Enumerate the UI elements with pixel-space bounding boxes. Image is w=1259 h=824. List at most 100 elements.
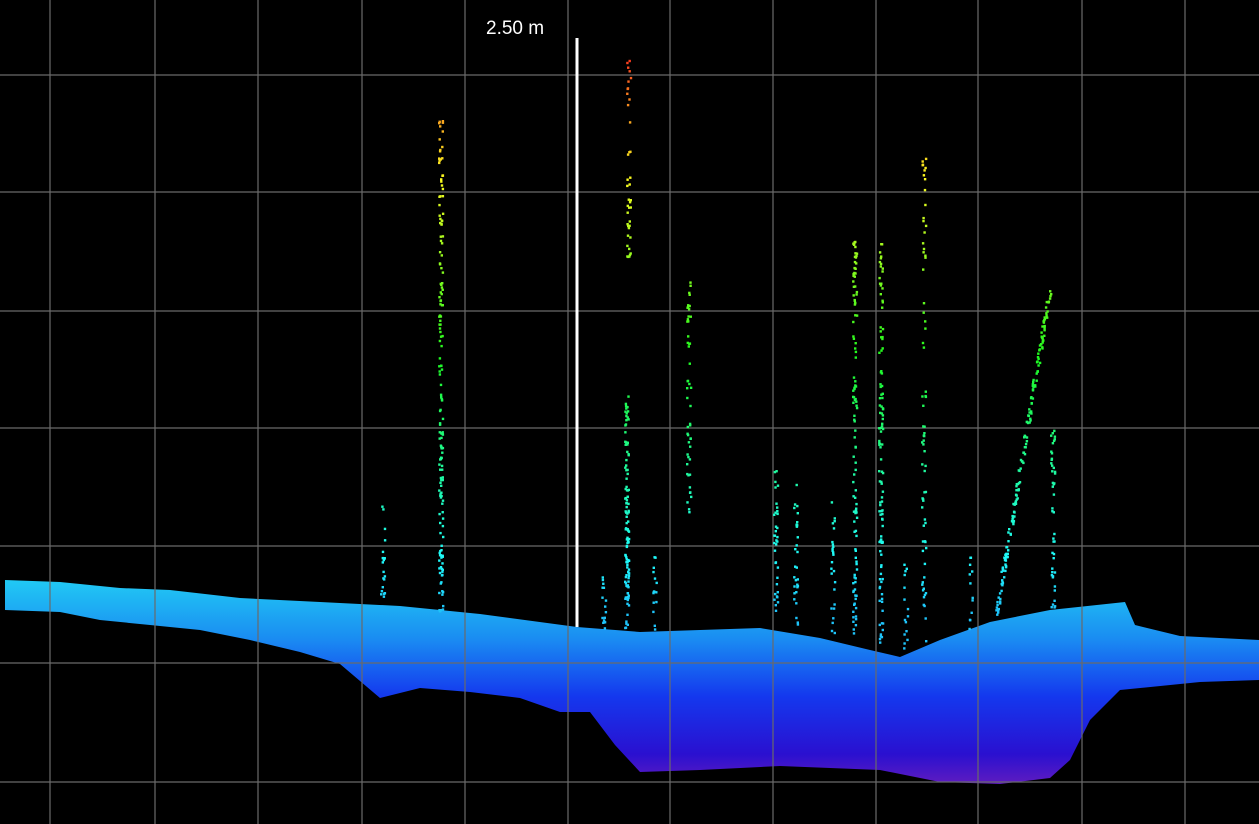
point xyxy=(628,199,630,201)
point xyxy=(880,293,882,295)
point xyxy=(602,579,604,581)
point xyxy=(442,235,444,237)
point xyxy=(440,485,442,487)
point xyxy=(687,426,689,428)
point xyxy=(881,443,883,445)
point xyxy=(625,478,627,480)
point xyxy=(880,265,882,267)
point xyxy=(1054,585,1056,587)
point xyxy=(1040,343,1042,345)
point xyxy=(440,495,442,497)
point xyxy=(1007,553,1009,555)
point xyxy=(882,418,884,420)
point xyxy=(382,551,384,553)
point xyxy=(775,543,777,545)
point xyxy=(879,504,881,506)
point xyxy=(879,638,881,640)
point xyxy=(1001,583,1003,585)
point xyxy=(924,563,926,565)
point xyxy=(1025,443,1027,445)
point xyxy=(1045,306,1047,308)
point xyxy=(924,178,926,180)
point xyxy=(1054,605,1056,607)
point xyxy=(627,212,629,214)
point xyxy=(441,469,443,471)
point xyxy=(906,568,908,570)
point xyxy=(438,513,440,515)
point xyxy=(1016,494,1018,496)
point xyxy=(1018,489,1020,491)
point xyxy=(438,162,440,164)
point xyxy=(924,320,926,322)
point xyxy=(776,577,778,579)
point xyxy=(439,327,441,329)
point xyxy=(796,505,798,507)
point xyxy=(627,256,629,258)
point xyxy=(630,77,632,79)
point xyxy=(878,510,880,512)
point xyxy=(1010,534,1012,536)
point xyxy=(922,342,924,344)
point xyxy=(878,352,880,354)
point xyxy=(1007,556,1009,558)
point xyxy=(624,554,626,556)
point xyxy=(690,437,692,439)
point xyxy=(439,303,441,305)
point xyxy=(627,473,629,475)
point xyxy=(1041,346,1043,348)
point xyxy=(1045,312,1047,314)
point xyxy=(853,456,855,458)
point xyxy=(439,532,441,534)
point xyxy=(774,593,776,595)
point xyxy=(654,625,656,627)
point xyxy=(603,587,605,589)
point xyxy=(626,542,628,544)
point xyxy=(627,153,629,155)
point xyxy=(905,630,907,632)
point xyxy=(626,62,628,64)
point xyxy=(879,578,881,580)
point xyxy=(853,590,855,592)
point xyxy=(852,495,854,497)
point xyxy=(776,596,778,598)
point xyxy=(383,596,385,598)
point xyxy=(628,227,630,229)
point xyxy=(1051,567,1053,569)
point xyxy=(441,368,443,370)
point xyxy=(1005,546,1007,548)
point xyxy=(879,624,881,626)
point xyxy=(971,570,973,572)
point xyxy=(440,283,442,285)
point xyxy=(855,598,857,600)
point xyxy=(1044,318,1046,320)
point xyxy=(831,541,833,543)
point xyxy=(852,481,854,483)
point xyxy=(690,316,692,318)
point xyxy=(1043,329,1045,331)
point xyxy=(688,441,690,443)
point xyxy=(441,545,443,547)
point xyxy=(879,446,881,448)
point xyxy=(441,562,443,564)
point xyxy=(1013,511,1015,513)
point xyxy=(924,522,926,524)
point xyxy=(382,561,384,563)
point xyxy=(626,614,628,616)
point xyxy=(630,252,632,254)
point xyxy=(923,174,925,176)
point xyxy=(626,538,628,540)
point xyxy=(441,242,443,244)
point xyxy=(881,287,883,289)
point xyxy=(1052,540,1054,542)
point xyxy=(441,571,443,573)
point xyxy=(923,596,925,598)
point xyxy=(627,67,629,69)
point xyxy=(687,306,689,308)
point xyxy=(440,554,442,556)
point xyxy=(1007,549,1009,551)
point xyxy=(627,624,629,626)
point xyxy=(923,169,925,171)
point xyxy=(629,220,631,222)
point xyxy=(879,397,881,399)
point xyxy=(1012,516,1014,518)
